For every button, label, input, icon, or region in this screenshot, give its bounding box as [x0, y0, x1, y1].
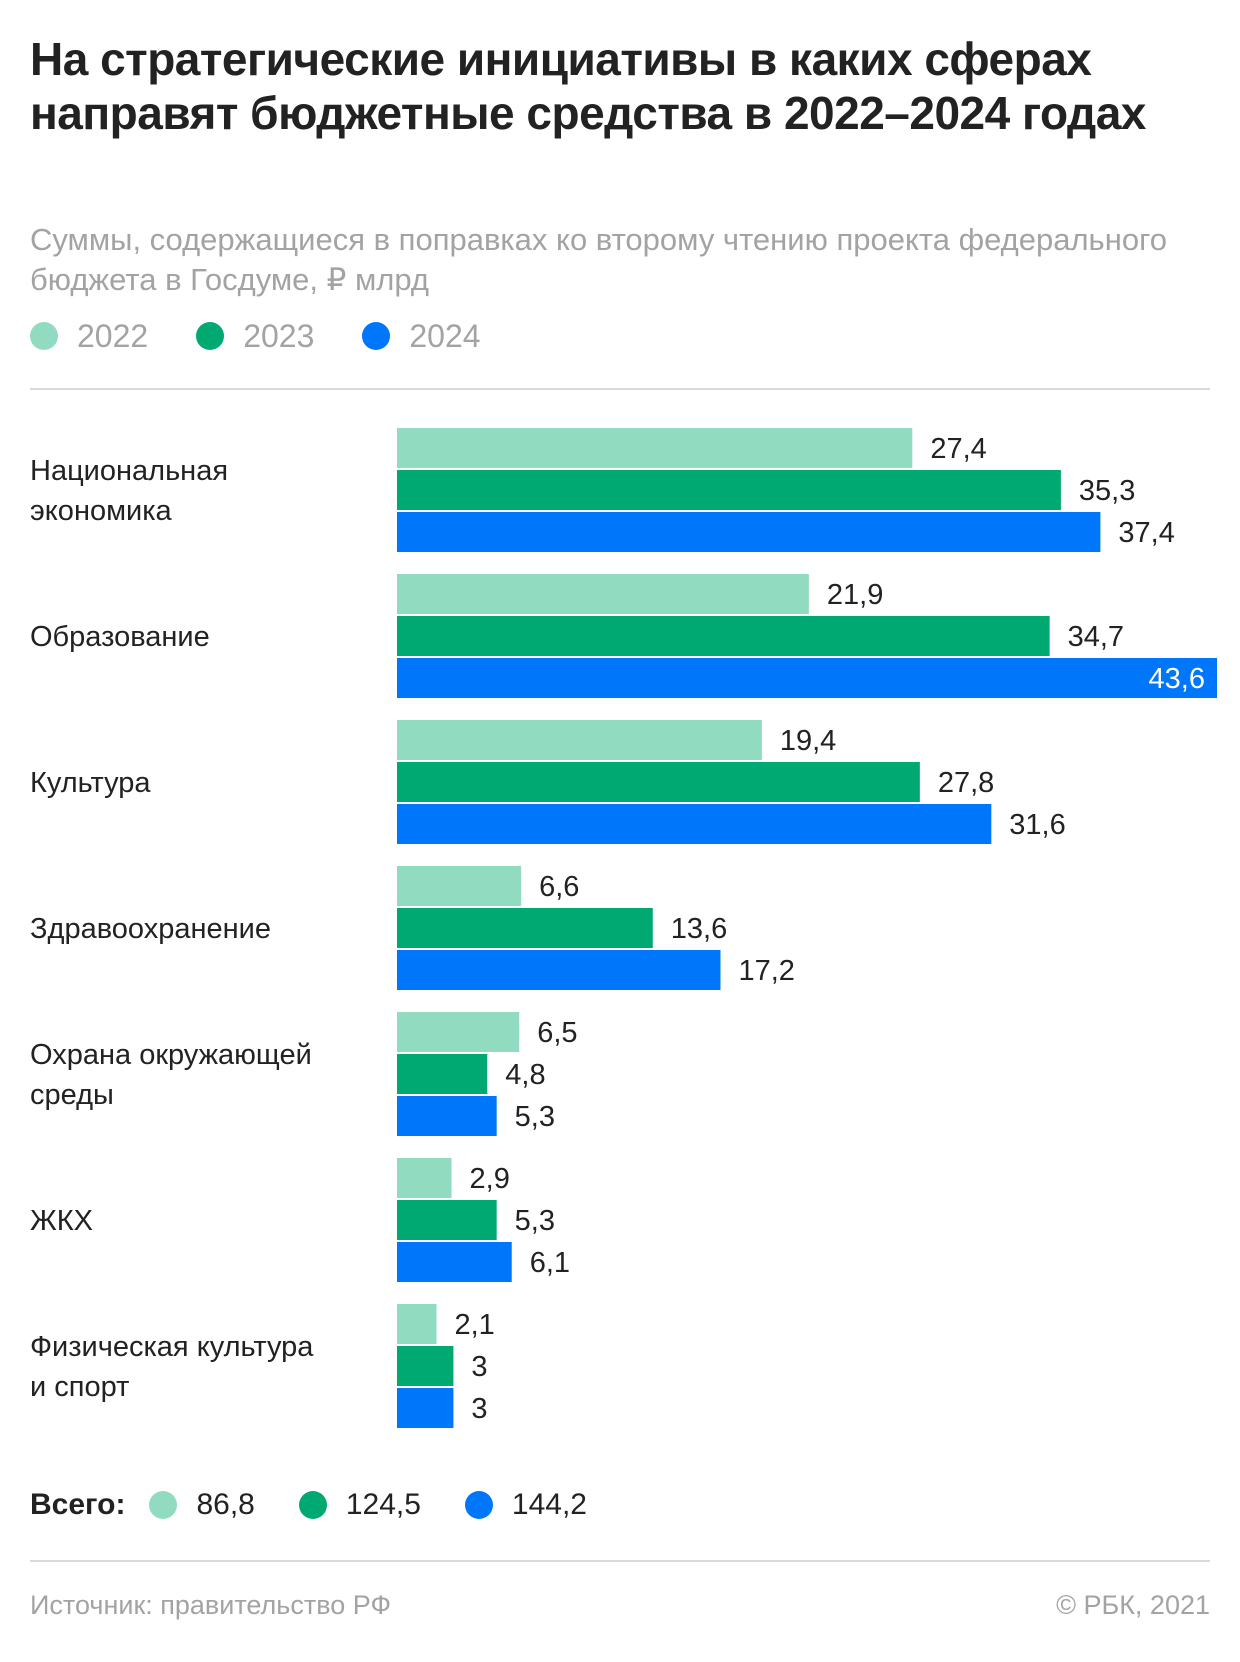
- value-label: 2,1: [454, 1309, 494, 1341]
- legend: 2022 2023 2024: [30, 316, 529, 356]
- value-label: 3: [471, 1351, 487, 1383]
- legend-label: 2024: [409, 317, 481, 354]
- value-label: 6,6: [539, 871, 579, 903]
- bar-2024: [397, 1096, 497, 1136]
- value-label: 6,5: [537, 1017, 577, 1049]
- bar-2022: [397, 1304, 437, 1344]
- bar-2024: [397, 950, 721, 990]
- value-label: 37,4: [1118, 517, 1174, 549]
- category-group: Национальная экономика 27,4 35,3 37,4: [30, 428, 1175, 552]
- value-label: 5,3: [515, 1205, 555, 1237]
- bar-2022: [397, 1012, 520, 1052]
- value-label: 4,8: [505, 1059, 545, 1091]
- category-label: Физическая культура и спорт: [30, 1331, 314, 1403]
- legend-label: 2022: [77, 317, 149, 354]
- category-label: Образование: [30, 621, 210, 653]
- legend-item-2023: 2023: [196, 318, 314, 355]
- value-label: 2,9: [470, 1163, 510, 1195]
- value-label: 17,2: [738, 955, 794, 987]
- bar-2022: [397, 428, 913, 468]
- value-label: 3: [471, 1393, 487, 1425]
- totals-label: Всего:: [30, 1488, 126, 1521]
- value-label: 19,4: [780, 725, 836, 757]
- total-dot-icon: [464, 1491, 493, 1519]
- legend-dot-icon: [196, 322, 225, 350]
- value-label: 6,1: [530, 1247, 570, 1279]
- value-label: 13,6: [671, 913, 727, 945]
- bar-2023: [397, 616, 1050, 656]
- bar-2022: [397, 574, 809, 614]
- category-label: Охрана окружающей среды: [30, 1039, 312, 1111]
- value-label: 27,4: [930, 433, 986, 465]
- legend-label: 2023: [243, 317, 315, 354]
- bar-2024: [397, 1388, 454, 1428]
- top-divider: [30, 388, 1210, 390]
- category-label: Культура: [30, 767, 151, 799]
- bar-2023: [397, 1346, 454, 1386]
- bar-2022: [397, 1158, 452, 1198]
- category-group: ЖКХ 2,95,3 6,1: [30, 1158, 570, 1282]
- category-label: ЖКХ: [30, 1205, 93, 1237]
- total-value: 86,8: [196, 1488, 255, 1521]
- total-2023: 124,5: [298, 1488, 421, 1522]
- total-dot-icon: [298, 1491, 327, 1519]
- legend-item-2024: 2024: [362, 317, 481, 355]
- value-label: 35,3: [1079, 475, 1135, 507]
- bar-2024: [397, 658, 1217, 698]
- value-label: 27,8: [938, 767, 994, 799]
- value-label: 31,6: [1009, 809, 1065, 841]
- bar-2023: [397, 1200, 497, 1240]
- total-2022: 86,8: [149, 1488, 255, 1522]
- bar-chart: Национальная экономика27,435,337,4Образов…: [30, 428, 1217, 1428]
- bar-2024: [397, 1242, 512, 1282]
- value-label: 21,9: [827, 579, 883, 611]
- chart-title: На стратегические инициативы в каких сфе…: [30, 33, 1146, 139]
- bar-2023: [397, 762, 920, 802]
- category-group: Здравоохранение 6,6 13,6 17,2: [30, 866, 795, 990]
- bar-2024: [397, 804, 992, 844]
- total-value: 124,5: [345, 1488, 421, 1521]
- category-group: Охрана окружающей среды 6,5 4,8 5,3: [30, 1012, 578, 1136]
- total-value: 144,2: [511, 1488, 587, 1521]
- totals-row: Всего: 86,8 124,5 144,2: [30, 1480, 631, 1530]
- total-dot-icon: [149, 1491, 178, 1519]
- source-note: Источник: правительство РФ: [30, 1590, 392, 1620]
- bar-2023: [397, 908, 653, 948]
- chart-subtitle: Суммы, содержащиеся в поправках ко второ…: [30, 222, 1167, 297]
- category-group: Культура 19,4 27,8 31,6: [30, 720, 1066, 844]
- legend-dot-icon: [30, 322, 58, 350]
- category-label: Национальная экономика: [30, 455, 228, 527]
- value-label: 43,6: [1149, 663, 1205, 695]
- category-group: Физическая культура и спорт 2,1 3 3: [30, 1304, 495, 1428]
- value-label: 5,3: [515, 1101, 555, 1133]
- bar-2022: [397, 720, 762, 760]
- legend-dot-icon: [362, 322, 391, 350]
- bottom-divider: [30, 1560, 1210, 1562]
- bar-2023: [397, 1054, 488, 1094]
- copyright: © РБК, 2021: [1056, 1590, 1210, 1620]
- bar-2022: [397, 866, 522, 906]
- bar-2023: [397, 470, 1061, 510]
- category-group: Образование 21,9 34,7 43,6: [30, 574, 1217, 698]
- total-2024: 144,2: [464, 1488, 587, 1522]
- bar-2024: [397, 512, 1101, 552]
- value-label: 34,7: [1068, 621, 1124, 653]
- legend-item-2022: 2022: [30, 318, 148, 355]
- category-label: Здравоохранение: [30, 913, 271, 945]
